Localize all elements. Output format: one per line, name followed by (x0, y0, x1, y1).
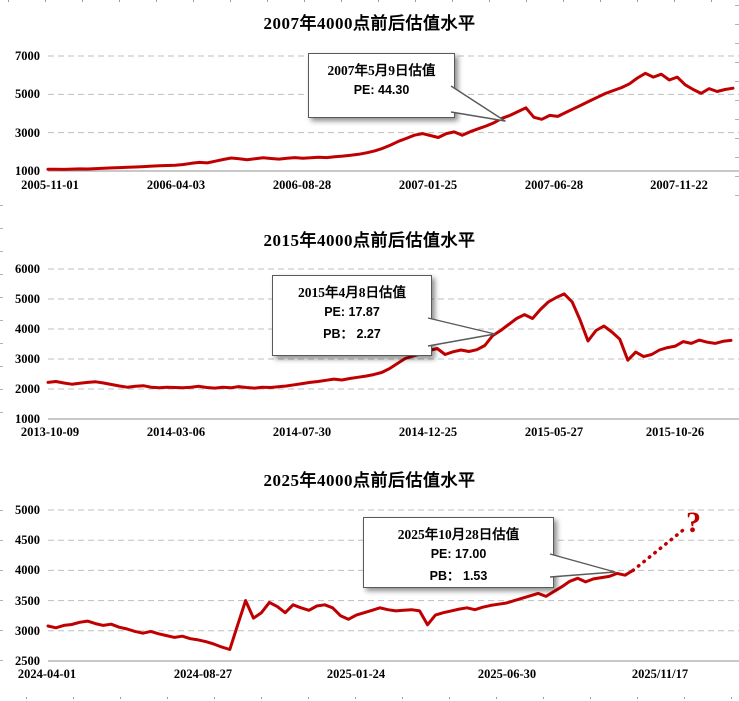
y-tick-label: 3000 (15, 623, 40, 638)
y-tick-label: 4000 (15, 322, 40, 336)
callout-pe-value: PE: 17.87 (324, 305, 380, 319)
x-tick-label: 2005-11-01 (21, 178, 79, 192)
callout-pb-value: PB： 2.27 (323, 327, 381, 341)
y-tick-label: 7000 (15, 49, 40, 63)
x-tick-label: 2007-11-22 (650, 178, 708, 192)
callout-pe-value: PE: 44.30 (353, 83, 410, 97)
callout-pb-value: PB： 1.53 (429, 569, 488, 583)
x-tick-label: 2025-06-30 (477, 667, 537, 681)
left-edge-ticks-mid (0, 205, 3, 423)
y-tick-label: 1000 (15, 164, 40, 178)
callout-date-label: 2007年5月9日估值 (327, 63, 436, 78)
y-tick-label: 2500 (15, 654, 40, 668)
y-tick-label: 1000 (15, 412, 40, 426)
x-tick-label: 2014-03-06 (146, 425, 206, 439)
x-tick-label: 2006-04-03 (146, 178, 206, 192)
callout-2007-valuation: 2007年5月9日估值 PE: 44.30 (308, 53, 455, 118)
bottom-edge-ticks (26, 697, 739, 699)
x-tick-label: 2014-12-25 (398, 425, 458, 439)
chart-title-2025: 2025年4000点前后估值水平 (263, 471, 476, 490)
x-tick-label: 2013-10-09 (20, 425, 80, 439)
y-tick-label: 5000 (15, 87, 40, 102)
x-tick-label: 2007-01-25 (398, 178, 458, 192)
x-tick-label: 2025/11/17 (631, 667, 689, 681)
y-tick-label: 4500 (15, 533, 40, 548)
chart-title-2015: 2015年4000点前后估值水平 (263, 231, 476, 250)
y-tick-label: 5000 (15, 503, 40, 517)
callout-date-label: 2015年4月8日估值 (298, 285, 406, 300)
y-tick-label: 4000 (15, 563, 40, 578)
callout-date-label: 2025年10月28日估值 (397, 527, 520, 542)
y-tick-label: 6000 (15, 262, 40, 276)
callout-pe-value: PE: 17.00 (430, 547, 487, 561)
chart-title-2007: 2007年4000点前后估值水平 (263, 14, 476, 33)
y-tick-label: 2000 (15, 382, 40, 396)
y-tick-label: 5000 (15, 292, 40, 306)
callout-2025-valuation: 2025年10月28日估值 PE: 17.00 PB： 1.53 (363, 517, 554, 588)
top-edge-ticks (8, 0, 739, 2)
x-tick-label: 2015-10-26 (645, 425, 705, 439)
callout-2015-valuation: 2015年4月8日估值 PE: 17.87 PB： 2.27 (272, 275, 432, 356)
x-tick-label: 2007-06-28 (524, 178, 584, 192)
x-tick-label: 2006-08-28 (272, 178, 332, 192)
x-tick-label: 2024-08-27 (173, 667, 233, 681)
y-tick-label: 3000 (15, 125, 40, 140)
left-edge-ticks-bottom (0, 510, 3, 665)
right-edge-ticks (735, 5, 739, 207)
x-tick-label: 2014-07-30 (272, 425, 332, 439)
x-tick-label: 2024-04-01 (17, 667, 77, 681)
y-tick-label: 3500 (15, 593, 40, 608)
x-tick-label: 2025-01-24 (326, 667, 386, 681)
y-tick-label: 3000 (15, 352, 40, 366)
x-tick-label: 2015-05-27 (524, 425, 584, 439)
question-mark-projection-label: ? (686, 506, 701, 539)
